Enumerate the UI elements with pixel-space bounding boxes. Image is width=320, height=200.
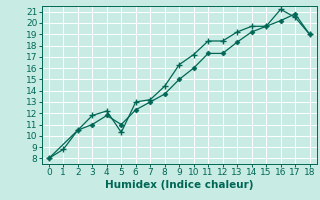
X-axis label: Humidex (Indice chaleur): Humidex (Indice chaleur) — [105, 180, 253, 190]
